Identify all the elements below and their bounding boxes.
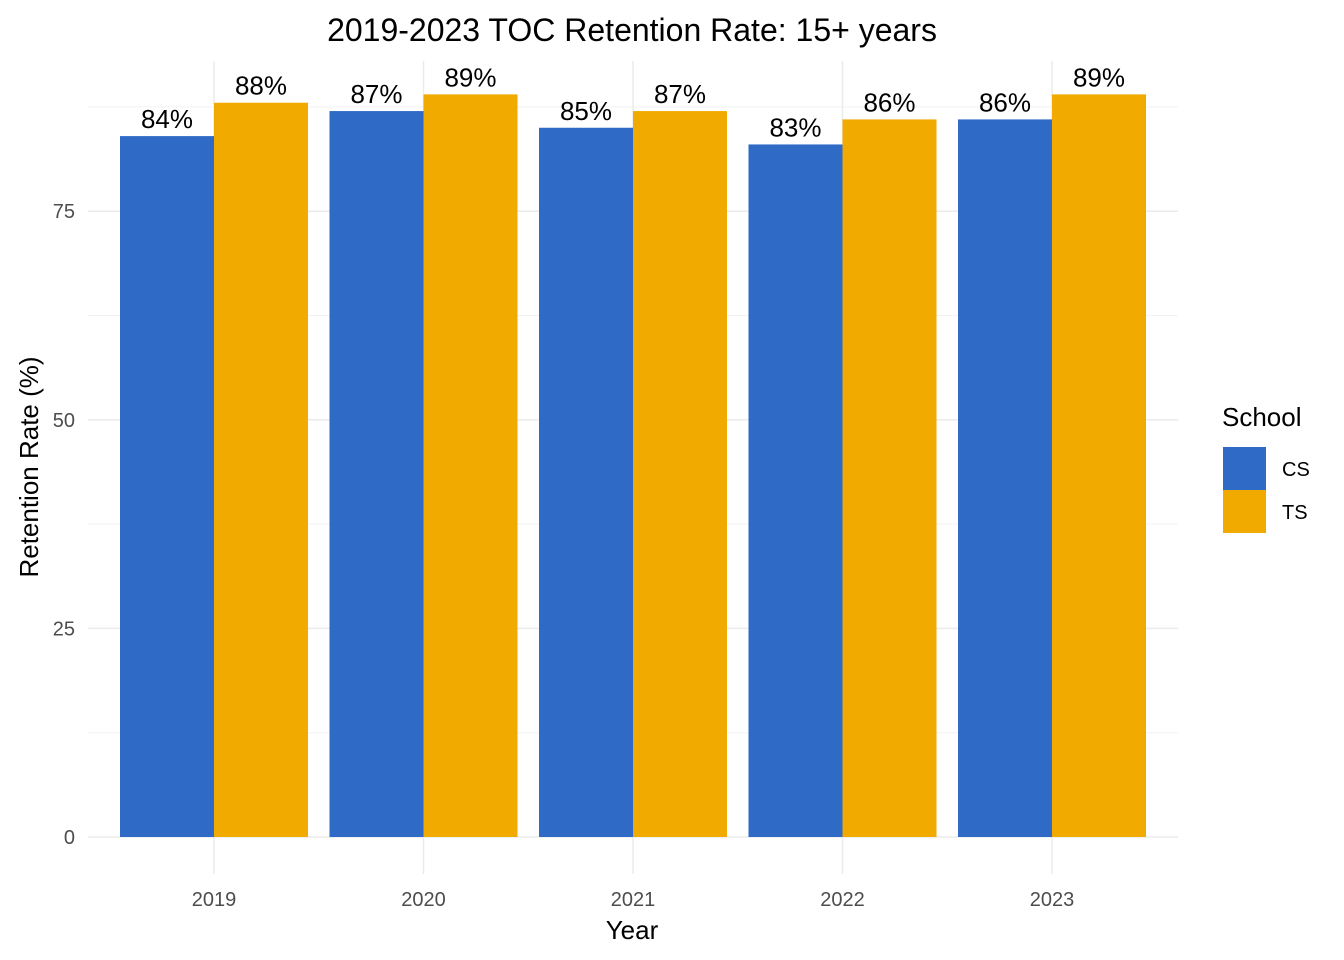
bar-label: 87% — [350, 79, 402, 109]
y-axis-ticks: 0 25 50 75 — [53, 201, 75, 849]
legend-title: School — [1222, 402, 1302, 432]
bars — [120, 94, 1146, 838]
bar-ts — [842, 119, 937, 838]
bar-cs — [748, 144, 843, 837]
bar-cs — [539, 127, 633, 837]
y-tick-label: 50 — [53, 410, 75, 432]
x-tick-label: 2019 — [192, 889, 237, 911]
bar-cs — [120, 136, 214, 837]
legend-key-ts — [1223, 490, 1266, 533]
y-tick-label: 0 — [64, 827, 75, 849]
bar-ts — [423, 94, 518, 837]
bar-cs — [329, 111, 424, 837]
data-labels: 84% 88% 87% 89% 85% 87% 83% 86% 86% 89% — [141, 62, 1125, 142]
bar-ts — [214, 102, 308, 837]
bar-label: 84% — [141, 104, 193, 134]
x-tick-label: 2022 — [820, 889, 865, 911]
bar-label: 87% — [654, 79, 706, 109]
bar-cs — [958, 119, 1052, 838]
bar-label: 83% — [769, 112, 821, 142]
y-tick-label: 25 — [53, 618, 75, 640]
y-axis-title: Retention Rate (%) — [14, 356, 44, 577]
legend-label: CS — [1282, 459, 1310, 481]
y-tick-label: 75 — [53, 201, 75, 223]
bar-label: 86% — [863, 87, 915, 117]
bar-label: 89% — [444, 62, 496, 92]
x-tick-label: 2021 — [611, 889, 656, 911]
x-tick-label: 2023 — [1030, 889, 1075, 911]
legend: School CS TS — [1222, 402, 1310, 533]
bar-label: 86% — [979, 87, 1031, 117]
bar-label: 89% — [1073, 62, 1125, 92]
x-tick-label: 2020 — [401, 889, 446, 911]
bar-label: 85% — [560, 96, 612, 126]
bar-ts — [633, 111, 727, 837]
x-axis-title: Year — [606, 915, 659, 945]
legend-key-cs — [1223, 447, 1266, 490]
bar-ts — [1052, 94, 1146, 837]
x-axis-ticks: 2019 2020 2021 2022 2023 — [192, 889, 1075, 911]
bar-label: 88% — [235, 71, 287, 101]
chart-title: 2019-2023 TOC Retention Rate: 15+ years — [327, 12, 937, 48]
legend-label: TS — [1282, 502, 1308, 524]
